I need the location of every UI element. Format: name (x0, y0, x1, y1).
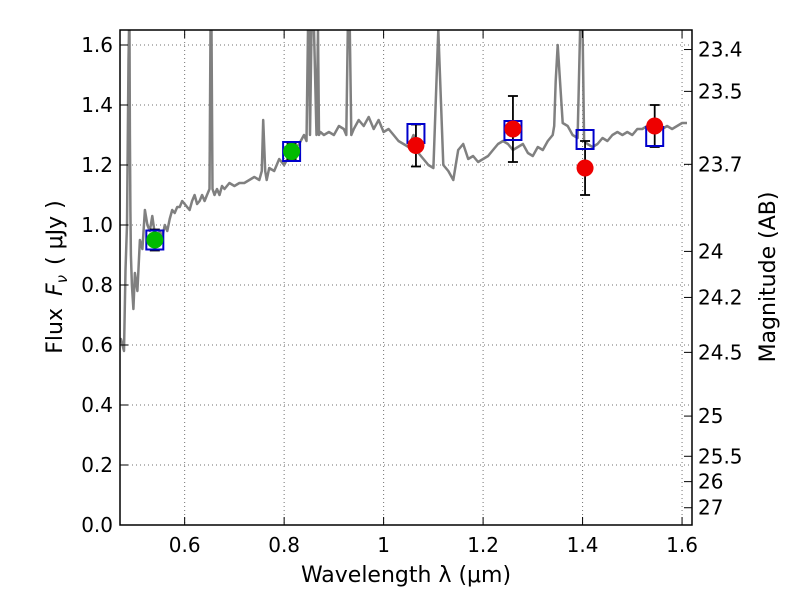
magnitude-tick-label: 25.5 (698, 444, 743, 468)
x-axis-title: Wavelength λ (μm) (301, 563, 511, 588)
y-axis-ticks: 0.0 0.2 0.4 0.6 0.8 1.0 1.2 1.4 1.6 (81, 33, 128, 537)
magnitude-tick-label: 23.4 (698, 38, 743, 62)
y-tick-label: 0.8 (81, 273, 113, 297)
magnitude-tick-label: 26 (698, 470, 723, 494)
photometry-point-layer (146, 117, 664, 249)
magnitude-tick-label: 23.5 (698, 79, 743, 103)
grid (120, 30, 692, 525)
magnitude-tick-label: 24.2 (698, 285, 743, 309)
x-tick-label: 1.4 (567, 533, 599, 557)
nir-point (504, 120, 522, 138)
nir-point (407, 137, 425, 154)
y-tick-label: 0.2 (81, 453, 113, 477)
x-tick-label: 1.2 (467, 533, 499, 557)
nir-point (576, 159, 594, 177)
y-axis-title-subscript: ν (53, 275, 71, 283)
y-tick-label: 0.4 (81, 393, 113, 417)
y-tick-label: 1.6 (81, 33, 113, 57)
y-tick-label: 1.4 (81, 93, 113, 117)
magnitude-tick-label: 24 (698, 239, 723, 263)
magnitude-tick-label: 25 (698, 404, 723, 428)
y-tick-label: 1.0 (81, 213, 113, 237)
y-tick-label: 0.6 (81, 333, 113, 357)
magnitude-tick-label: 23.7 (698, 152, 743, 176)
magnitude-tick-label: 24.5 (698, 340, 743, 364)
optical-point (283, 143, 301, 160)
x-tick-label: 1.6 (666, 533, 698, 557)
template-spectrum-layer (120, 30, 687, 353)
y-axis-title-unit: ( μJy ) (43, 200, 68, 265)
y-axis-title-symbol: F (43, 283, 68, 296)
model-box-marker (575, 129, 595, 150)
x-tick-label: 0.6 (169, 533, 201, 557)
magnitude-tick-label: 27 (698, 496, 723, 520)
template-spectrum-line (120, 30, 687, 353)
y-tick-label: 0.0 (81, 513, 113, 537)
x-tick-label: 0.8 (268, 533, 300, 557)
magnitude-axis-title: Magnitude (AB) (756, 192, 781, 363)
y-axis-title: Flux Fν ( μJy ) (43, 200, 71, 353)
x-tick-label: 1 (377, 533, 390, 557)
x-axis-ticks: 0.6 0.8 1 1.2 1.4 1.6 (169, 30, 698, 557)
y-tick-label: 1.2 (81, 153, 113, 177)
y-axis-title-prefix: Flux (43, 308, 68, 354)
nir-point (646, 117, 664, 135)
optical-point (146, 231, 164, 249)
plot-frame (119, 29, 693, 526)
